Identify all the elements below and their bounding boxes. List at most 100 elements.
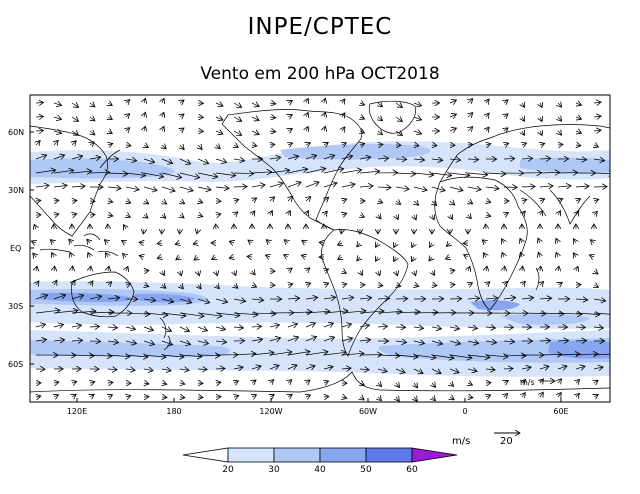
wind-vector xyxy=(323,323,334,327)
wind-vector xyxy=(197,355,220,356)
wind-vector xyxy=(90,103,95,107)
colorbar-label-50: 50 xyxy=(360,465,372,475)
wind-vector xyxy=(556,238,558,243)
wind-vector xyxy=(216,224,217,229)
wind-vector xyxy=(198,285,201,289)
wind-vector xyxy=(394,243,396,248)
wind-vector xyxy=(107,369,117,370)
wind-vector xyxy=(288,380,292,383)
wind-vector xyxy=(413,369,423,373)
wind-vector xyxy=(36,396,41,397)
wind-vector xyxy=(229,241,234,243)
wind-vector xyxy=(468,127,473,131)
wind-vector xyxy=(575,299,588,300)
wind-vector xyxy=(319,242,324,243)
wind-vector xyxy=(107,187,121,188)
vector-ref-label: m/s xyxy=(520,378,535,387)
wind-vector xyxy=(89,296,102,299)
wind-vector xyxy=(338,257,342,260)
wind-vector xyxy=(522,393,525,397)
wind-vector xyxy=(180,145,184,150)
japan-coast xyxy=(99,149,121,169)
wind-vector xyxy=(432,271,435,275)
wind-vector xyxy=(413,159,425,160)
wind-vector xyxy=(251,326,262,327)
wind-vector xyxy=(180,271,181,276)
wind-vector xyxy=(35,324,46,327)
wind-vector xyxy=(215,131,223,134)
wind-vector xyxy=(360,143,365,145)
wind-vector xyxy=(53,155,65,159)
wind-vector xyxy=(162,145,166,149)
wind-vector xyxy=(143,313,168,315)
wind-vector xyxy=(90,382,95,383)
wind-vector xyxy=(306,197,311,202)
wind-vector xyxy=(104,240,108,243)
wind-vector xyxy=(31,241,36,243)
wind-vector xyxy=(143,341,155,344)
wind-vector xyxy=(378,383,382,387)
wind-vector xyxy=(90,131,95,135)
wind-vector xyxy=(269,117,276,118)
wind-vector xyxy=(395,187,409,189)
wind-vector xyxy=(53,295,66,300)
wind-vector xyxy=(197,327,208,331)
wind-vector xyxy=(197,369,207,370)
wind-vector xyxy=(161,355,184,357)
wind-vector xyxy=(540,199,545,201)
wind-vector xyxy=(108,215,113,216)
south-america-coast xyxy=(321,229,409,357)
wind-vector xyxy=(342,127,345,131)
wind-vector xyxy=(575,366,585,369)
wind-vector xyxy=(306,395,311,397)
wind-vector xyxy=(576,266,578,271)
wind-vector xyxy=(180,215,184,218)
org-title: INPE/CPTEC xyxy=(247,14,393,40)
wind-vector xyxy=(126,215,130,217)
wind-vector xyxy=(234,285,238,288)
wind-vector xyxy=(252,211,255,215)
wind-vector xyxy=(198,271,199,276)
wind-vector xyxy=(594,211,597,215)
wind-vector xyxy=(108,266,109,271)
wind-vector xyxy=(306,268,310,271)
wind-vector xyxy=(468,215,471,219)
wind-vector xyxy=(323,311,348,313)
wind-vector xyxy=(378,131,383,135)
wind-vector xyxy=(324,126,325,131)
wind-vector xyxy=(287,352,310,356)
wind-vector xyxy=(341,353,364,355)
wind-vector xyxy=(558,379,562,383)
wind-vector xyxy=(288,268,292,271)
wind-vector xyxy=(35,102,44,103)
wind-vector xyxy=(464,255,468,257)
wind-vector xyxy=(161,313,186,316)
wind-vector xyxy=(89,326,100,327)
wind-vector xyxy=(413,117,422,120)
wind-vector xyxy=(305,337,317,342)
wind-vector xyxy=(412,257,414,261)
wind-vector xyxy=(359,325,370,327)
wind-vector xyxy=(359,298,372,299)
wind-vector xyxy=(306,113,308,118)
wind-vector xyxy=(144,271,149,272)
wind-vector xyxy=(467,173,488,175)
wind-vector xyxy=(216,271,217,276)
wind-vector xyxy=(270,394,274,397)
wind-vector xyxy=(468,201,473,204)
wind-vector xyxy=(126,396,131,397)
wind-vector xyxy=(429,257,432,261)
wind-vector xyxy=(157,257,162,258)
wind-vector xyxy=(35,116,44,117)
wind-vector xyxy=(248,240,252,243)
wind-vector xyxy=(395,117,402,121)
wind-vector xyxy=(412,243,414,248)
wind-vector xyxy=(108,144,113,146)
wind-vector xyxy=(539,341,551,342)
wind-vector xyxy=(359,340,371,341)
wind-vector xyxy=(305,311,330,313)
wind-vector xyxy=(593,173,610,174)
wind-vector xyxy=(125,159,137,161)
wind-vector xyxy=(143,299,156,301)
wind-vector xyxy=(359,171,380,173)
